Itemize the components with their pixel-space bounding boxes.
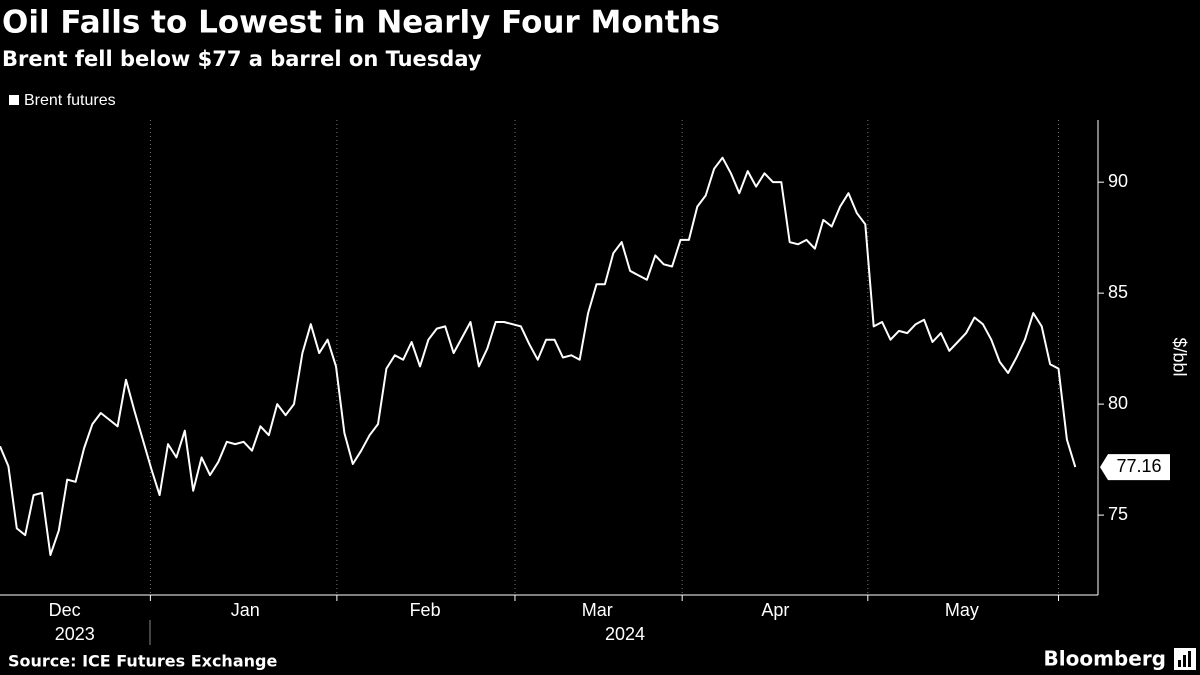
legend-label: Brent futures (24, 92, 116, 109)
last-value-callout (1100, 454, 1170, 481)
y-tick-label: 75 (1108, 504, 1128, 524)
year-label: 2024 (605, 624, 645, 644)
x-tick-label: Feb (410, 600, 441, 620)
last-value-label: 77.16 (1116, 456, 1161, 476)
y-tick-label: 90 (1108, 171, 1128, 191)
y-axis-label: $/bbl (1169, 337, 1189, 376)
line (0, 156, 1077, 556)
x-tick-label: Apr (761, 600, 789, 620)
year-label: 2023 (55, 624, 95, 644)
brand-icon (1174, 648, 1196, 670)
chart-title: Oil Falls to Lowest in Nearly Four Month… (2, 5, 720, 41)
x-tick-label: Jan (231, 600, 260, 620)
y-tick-label: 85 (1108, 282, 1128, 302)
legend-swatch (9, 95, 19, 105)
x-tick-label: May (945, 600, 979, 620)
x-tick-label: Dec (49, 600, 81, 620)
chart-subtitle: Brent fell below $77 a barrel on Tuesday (2, 47, 482, 71)
brand: Bloomberg (1044, 647, 1166, 671)
source: Source: ICE Futures Exchange (8, 652, 277, 671)
y-tick-label: 80 (1108, 393, 1128, 413)
x-tick-label: Mar (582, 600, 613, 620)
